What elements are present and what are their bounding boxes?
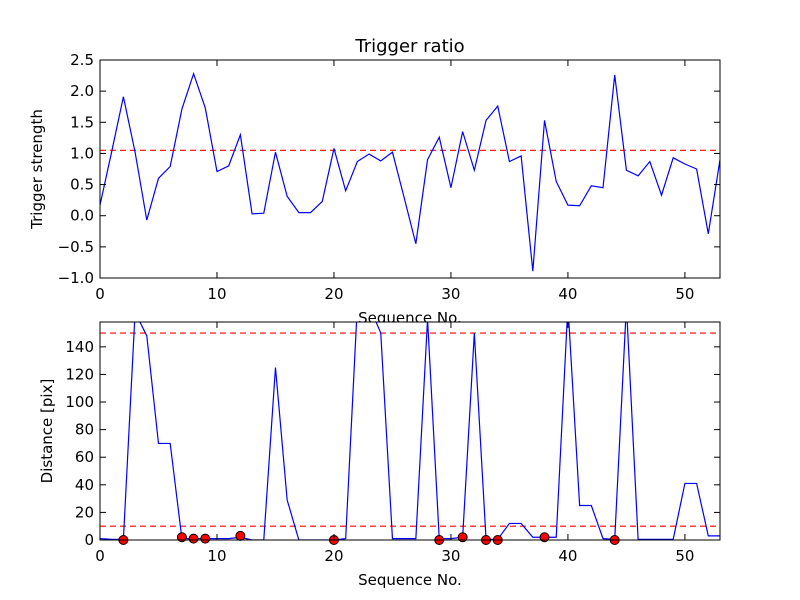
x-tick-label: 0 bbox=[95, 285, 105, 303]
y-tick-label: −0.5 bbox=[58, 238, 94, 256]
x-tick-label: 10 bbox=[207, 285, 226, 303]
x-ticks: 0 10 20 30 40 50 bbox=[95, 60, 694, 303]
y-tick-label: 80 bbox=[75, 421, 94, 439]
y-tick-label: 1.0 bbox=[70, 144, 94, 162]
y-tick-label: 0.0 bbox=[70, 207, 94, 225]
x-tick-label: 40 bbox=[558, 547, 577, 565]
x-tick-label: 50 bbox=[675, 547, 694, 565]
data-point bbox=[539, 532, 550, 543]
y-tick-label: 100 bbox=[65, 393, 94, 411]
y-tick-label: 20 bbox=[75, 503, 94, 521]
y-tick-label: 60 bbox=[75, 448, 94, 466]
y-tick-label: 1.5 bbox=[70, 113, 94, 131]
y-tick-label: −1.0 bbox=[58, 269, 94, 287]
plot-area bbox=[100, 322, 720, 540]
x-tick-label: 0 bbox=[95, 547, 105, 565]
x-tick-label: 30 bbox=[441, 547, 460, 565]
data-point bbox=[200, 533, 211, 544]
y-axis-label: Distance [pix] bbox=[38, 379, 56, 484]
series-line bbox=[100, 71, 720, 272]
y-tick-label: 2.5 bbox=[70, 51, 94, 69]
x-tick-label: 20 bbox=[324, 547, 343, 565]
x-axis-label: Sequence No. bbox=[358, 571, 462, 589]
y-axis-label: Trigger strength bbox=[28, 109, 46, 230]
data-point bbox=[188, 533, 199, 544]
plot-frame bbox=[99, 321, 721, 541]
x-tick-label: 50 bbox=[675, 285, 694, 303]
y-tick-label: 0 bbox=[84, 531, 94, 549]
x-tick-label: 30 bbox=[441, 285, 460, 303]
chart-distance: 0 10 20 30 40 50 0 20 40 60 80 100 120 140 Sequence … bbox=[38, 321, 721, 589]
x-tick-label: 40 bbox=[558, 285, 577, 303]
x-tick-label: 20 bbox=[324, 285, 343, 303]
y-tick-label: 2.0 bbox=[70, 82, 94, 100]
x-ticks: 0 10 20 30 40 50 bbox=[95, 322, 694, 565]
y-tick-label: 40 bbox=[75, 476, 94, 494]
chart-trigger-ratio: Trigger ratio 0 10 20 30 40 50 −1.0 −0.5 0.0 0.5… bbox=[28, 36, 721, 327]
y-tick-label: 0.5 bbox=[70, 176, 94, 194]
chart-title: Trigger ratio bbox=[354, 36, 464, 57]
x-tick-label: 10 bbox=[207, 547, 226, 565]
plot-area bbox=[100, 60, 720, 278]
plot-frame bbox=[99, 59, 721, 279]
y-tick-label: 140 bbox=[65, 338, 94, 356]
data-point bbox=[235, 530, 246, 541]
y-ticks: −1.0 −0.5 0.0 0.5 1.0 1.5 2.0 2.5 bbox=[58, 51, 720, 287]
y-ticks: 0 20 40 60 80 100 120 140 bbox=[65, 338, 720, 549]
series bbox=[100, 71, 720, 272]
y-tick-label: 120 bbox=[65, 365, 94, 383]
data-point bbox=[457, 532, 468, 543]
data-point bbox=[176, 532, 187, 543]
threshold-lines bbox=[100, 332, 720, 527]
